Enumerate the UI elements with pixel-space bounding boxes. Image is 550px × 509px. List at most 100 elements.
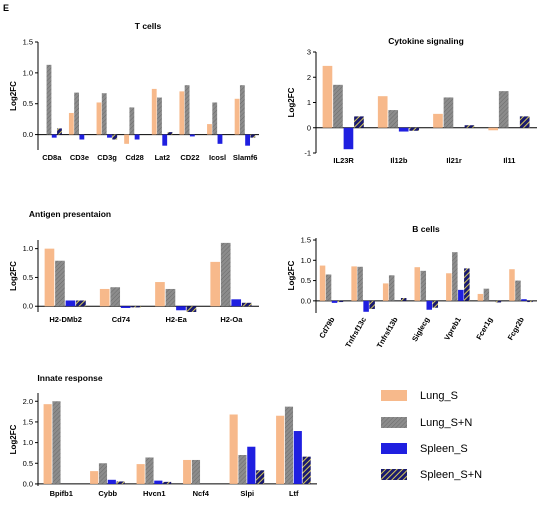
y-tick-label: 0 bbox=[307, 123, 311, 132]
bar-spleen-s bbox=[247, 446, 256, 484]
bar-spleen-s bbox=[162, 134, 168, 146]
bar-spleen-sn bbox=[464, 268, 470, 301]
bar-lung-s bbox=[488, 127, 499, 131]
x-tick-label: H2-Oa bbox=[220, 315, 243, 324]
y-tick-label: 1.0 bbox=[23, 68, 33, 77]
bar-lung-sn bbox=[515, 280, 521, 301]
bar-lung-sn bbox=[284, 406, 294, 484]
bar-lung-s bbox=[210, 261, 221, 307]
bar-lung-s bbox=[90, 471, 99, 484]
x-tick-label: CD3g bbox=[97, 153, 117, 162]
y-axis-label: Log2FC bbox=[9, 424, 18, 454]
legend: Lung_S Lung_S+N Spleen_S Spleen_S+N bbox=[381, 390, 482, 481]
chart-panel-1: Cytokine signaling Log2FC -1 0 1 2 3 IL23R Il12b… bbox=[287, 36, 537, 165]
figure-letter: E bbox=[3, 3, 9, 13]
bar-spleen-s bbox=[107, 134, 112, 138]
bar-spleen-sn bbox=[302, 456, 311, 484]
bar-spleen-s bbox=[189, 134, 195, 137]
bar-lung-sn bbox=[145, 457, 154, 484]
bar-spleen-sn bbox=[337, 300, 344, 303]
bar-spleen-sn bbox=[400, 298, 407, 301]
bar-spleen-sn bbox=[241, 302, 252, 307]
y-tick-label: 1.5 bbox=[301, 236, 311, 245]
x-tick-label: Cybb bbox=[98, 489, 117, 498]
bar-lung-sn bbox=[443, 97, 454, 128]
x-tick-label: CD3e bbox=[70, 153, 89, 162]
bar-lung-sn bbox=[420, 270, 427, 301]
bar-lung-s bbox=[151, 88, 157, 135]
y-tick-label: -1 bbox=[304, 149, 311, 158]
bar-lung-sn bbox=[325, 274, 332, 301]
bar-spleen-sn bbox=[112, 134, 118, 140]
bar-lung-sn bbox=[46, 64, 52, 135]
x-tick-label: Siglecg bbox=[410, 315, 431, 343]
y-axis-label: Log2FC bbox=[287, 260, 296, 290]
bar-spleen-sn bbox=[464, 125, 475, 128]
bar-lung-sn bbox=[388, 275, 395, 301]
y-tick-label: 0.5 bbox=[23, 99, 33, 108]
x-tick-label: Slamf6 bbox=[233, 153, 258, 162]
bar-lung-sn bbox=[388, 110, 399, 128]
x-tick-label: Fcer1g bbox=[474, 315, 494, 341]
bar-lung-s bbox=[207, 124, 212, 135]
bar-spleen-s bbox=[65, 300, 76, 307]
y-tick-label: 1.0 bbox=[23, 244, 33, 253]
bar-lung-s bbox=[382, 283, 389, 301]
y-tick-label: 0.0 bbox=[23, 479, 33, 488]
x-tick-label: Lat2 bbox=[155, 153, 170, 162]
chart-panel-2: Antigen presentaion Log2FC 0.0 0.5 1.0 H2-DMb… bbox=[9, 209, 259, 324]
chart-title: Innate response bbox=[37, 373, 102, 383]
bar-lung-sn bbox=[239, 85, 245, 135]
x-tick-label: Il21r bbox=[446, 156, 462, 165]
bar-spleen-s bbox=[176, 306, 186, 311]
bar-spleen-s bbox=[231, 299, 242, 307]
x-tick-label: Slpi bbox=[240, 489, 254, 498]
legend-swatch-lung-sn bbox=[381, 417, 407, 428]
bar-lung-sn bbox=[483, 288, 490, 301]
chart-panel-0: T cells Log2FC 0.0 0.5 1.0 1.5 CD8a CD3e CD3g Cd2… bbox=[9, 21, 259, 162]
bar-lung-sn bbox=[110, 287, 121, 307]
bar-lung-sn bbox=[165, 288, 176, 307]
bar-lung-s bbox=[351, 266, 357, 301]
bar-spleen-sn bbox=[76, 300, 86, 307]
legend-label-lung-sn: Lung_S+N bbox=[420, 417, 472, 429]
bar-spleen-sn bbox=[116, 481, 125, 484]
x-tick-label: Tnfrsf13b bbox=[375, 315, 400, 349]
bar-spleen-sn bbox=[131, 306, 142, 308]
bar-lung-sn bbox=[157, 97, 162, 135]
bar-spleen-sn bbox=[369, 300, 375, 309]
bar-lung-s bbox=[96, 102, 102, 135]
bar-spleen-s bbox=[79, 134, 85, 140]
bar-lung-sn bbox=[98, 463, 108, 484]
bar-lung-s bbox=[414, 267, 421, 301]
bar-lung-sn bbox=[129, 107, 135, 135]
x-tick-label: H2-DMb2 bbox=[49, 315, 82, 324]
bar-lung-sn bbox=[191, 459, 201, 484]
x-tick-label: Cd79b bbox=[317, 315, 336, 340]
legend-swatch-lung-s bbox=[381, 390, 407, 401]
bar-lung-s bbox=[43, 404, 52, 484]
bar-lung-sn bbox=[333, 84, 343, 128]
bar-lung-s bbox=[477, 293, 484, 301]
x-tick-label: CD8a bbox=[42, 153, 62, 162]
bar-lung-sn bbox=[101, 93, 107, 135]
y-tick-label: 3 bbox=[307, 48, 311, 57]
chart-panel-3: B cells Log2FC 0.0 0.5 1.0 1.5 Cd79b Tnfrsf13c T… bbox=[287, 224, 537, 350]
chart-panel-4: Innate response Log2FC 0.0 0.5 1.0 1.5 2.0 Bpif… bbox=[9, 373, 317, 498]
bar-lung-s bbox=[319, 265, 326, 301]
legend-label-spleen-s: Spleen_S bbox=[420, 443, 468, 455]
x-tick-label: Vpreb1 bbox=[442, 316, 463, 343]
bar-spleen-sn bbox=[57, 128, 62, 135]
y-tick-label: 2 bbox=[307, 73, 311, 82]
bar-lung-sn bbox=[452, 252, 458, 301]
bar-spleen-sn bbox=[495, 300, 502, 303]
bar-lung-s bbox=[446, 273, 452, 301]
chart-title: B cells bbox=[412, 224, 440, 234]
bar-lung-sn bbox=[184, 85, 190, 135]
y-tick-label: 1.5 bbox=[23, 38, 33, 47]
x-tick-label: Cd74 bbox=[112, 315, 131, 324]
bar-lung-sn bbox=[74, 92, 80, 135]
y-tick-label: 0.5 bbox=[301, 276, 311, 285]
bar-spleen-s bbox=[51, 134, 57, 138]
